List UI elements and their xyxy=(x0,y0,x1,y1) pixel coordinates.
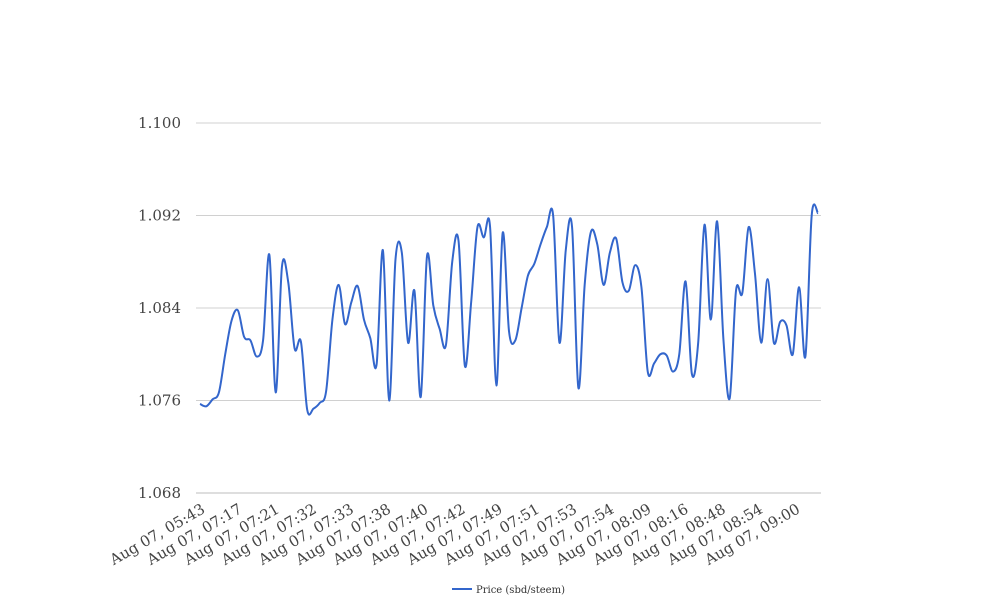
legend-label-price: Price (sbd/steem) xyxy=(476,585,565,596)
y-tick-label: 1.084 xyxy=(138,299,181,317)
y-tick-label: 1.076 xyxy=(138,392,181,410)
legend[interactable]: Price (sbd/steem) xyxy=(452,585,565,596)
series-line-price[interactable] xyxy=(199,203,819,416)
series-layer xyxy=(199,203,819,416)
y-tick-label: 1.100 xyxy=(138,114,181,132)
y-tick-label: 1.068 xyxy=(138,484,181,502)
y-tick-label: 1.092 xyxy=(138,207,181,225)
y-axis-tick-labels: 1.068 1.076 1.084 1.092 1.100 xyxy=(138,114,181,502)
